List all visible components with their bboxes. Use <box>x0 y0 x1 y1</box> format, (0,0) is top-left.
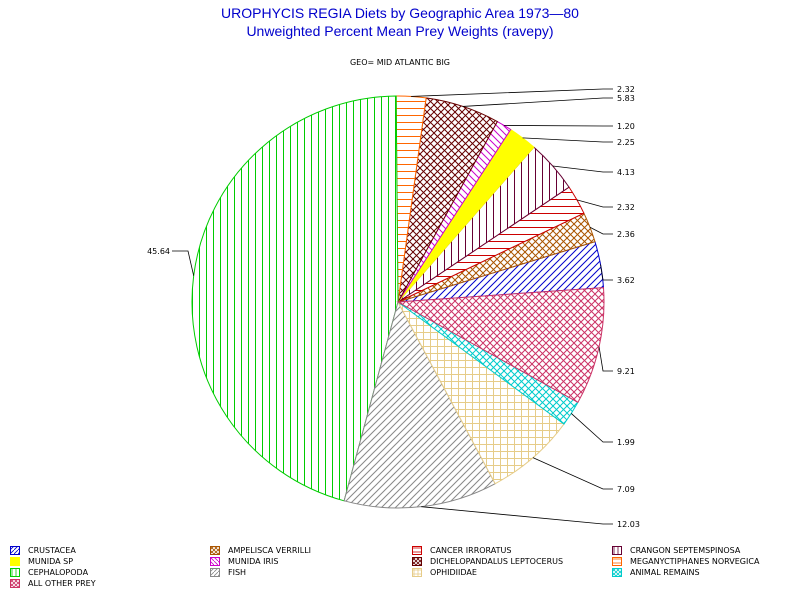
legend-swatch <box>210 557 220 566</box>
legend-swatch <box>10 568 20 577</box>
slice-value-label: 45.64 <box>147 247 170 256</box>
slice-value-label: 2.25 <box>617 138 635 147</box>
leader-lines <box>172 88 613 525</box>
value-labels: 3.622.362.324.132.251.205.832.3245.6412.… <box>147 85 640 529</box>
leader-line <box>571 413 613 443</box>
legend-label: MUNIDA SP <box>28 557 74 566</box>
legend-label: MEGANYCTIPHANES NORVEGICA <box>630 557 760 566</box>
legend-swatch <box>412 557 422 566</box>
leader-line <box>522 137 613 143</box>
slice-value-label: 5.83 <box>617 94 635 103</box>
legend-label: CRANGON SEPTEMSPINOSA <box>630 546 741 555</box>
leader-line <box>421 506 613 525</box>
legend-swatch <box>612 546 622 555</box>
slice-value-label: 2.36 <box>617 230 635 239</box>
leader-line <box>532 457 613 490</box>
legend-swatch <box>210 568 220 577</box>
legend-swatch <box>412 568 422 577</box>
legend-swatch <box>412 546 422 555</box>
legend-label: OPHIDIIDAE <box>430 568 477 577</box>
leader-line <box>576 199 613 208</box>
slice-value-label: 4.13 <box>617 168 635 177</box>
slice-value-label: 9.21 <box>617 367 635 376</box>
legend-label: ANIMAL REMAINS <box>630 568 700 577</box>
slice-value-label: 1.20 <box>617 122 635 131</box>
slice-value-label: 2.32 <box>617 85 635 94</box>
legend-label: CEPHALOPODA <box>28 568 89 577</box>
geo-label: GEO= MID ATLANTIC BIG <box>349 58 451 67</box>
legend-swatch <box>612 557 622 566</box>
legend-label: AMPELISCA VERRILLI <box>228 546 312 555</box>
chart-subtitle: Unweighted Percent Mean Prey Weights (ra… <box>246 23 554 39</box>
slice-value-label: 3.62 <box>617 276 635 285</box>
slice-value-label: 1.99 <box>617 438 635 447</box>
legend-swatch <box>10 546 20 555</box>
slice-value-label: 12.03 <box>617 520 640 529</box>
legend-label: CANCER IRRORATUS <box>430 546 512 555</box>
leader-line <box>504 124 613 127</box>
legend: CRUSTACEA AMPELISCA VERRILLI CANCER IRRORA… <box>0 545 800 600</box>
legend-label: CRUSTACEA <box>28 546 76 555</box>
legend-swatch <box>210 546 220 555</box>
legend-swatch <box>612 568 622 577</box>
slice-value-label: 2.32 <box>617 203 635 212</box>
leader-line <box>552 165 613 173</box>
leader-line <box>589 226 613 235</box>
legend-swatch <box>10 579 20 588</box>
pie-chart: 3.622.362.324.132.251.205.832.3245.6412.… <box>147 85 640 529</box>
chart-title: UROPHYCIS REGIA Diets by Geographic Area… <box>221 5 579 21</box>
legend-swatch <box>10 557 20 566</box>
legend-label: FISH <box>228 568 247 577</box>
legend-label: MUNIDA IRIS <box>228 557 279 566</box>
legend-label: DICHELOPANDALUS LEPTOCERUS <box>430 557 564 566</box>
leader-line <box>600 264 613 281</box>
leader-line <box>462 97 613 107</box>
pie-slices <box>191 95 605 509</box>
leader-line <box>172 250 195 276</box>
pie-slice <box>396 287 605 404</box>
leader-line <box>411 88 613 97</box>
legend-label: ALL OTHER PREY <box>28 579 96 588</box>
slice-value-label: 7.09 <box>617 485 635 494</box>
leader-line <box>598 346 613 372</box>
pie-slice <box>191 95 399 502</box>
